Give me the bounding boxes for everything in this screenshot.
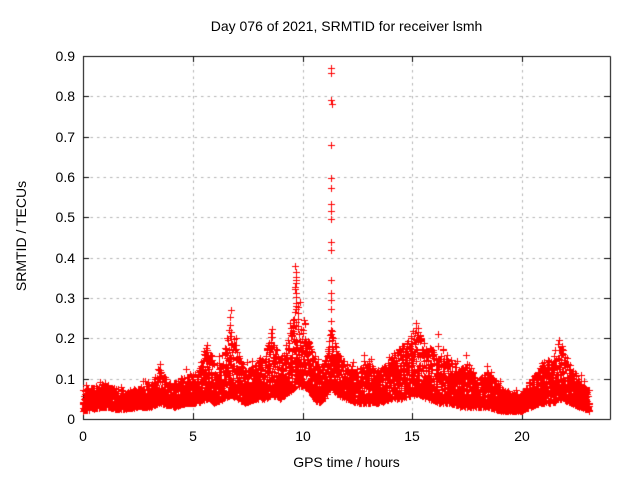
y-tick-label: 0.7	[55, 129, 75, 145]
x-tick-label: 10	[295, 428, 311, 444]
y-tick-label: 0.9	[55, 48, 75, 64]
y-tick-label: 0.3	[55, 290, 75, 306]
x-tick-label: 15	[404, 428, 420, 444]
y-tick-label: 0.1	[55, 371, 75, 387]
y-tick-label: 0.4	[55, 250, 75, 266]
chart-title: Day 076 of 2021, SRMTID for receiver lsm…	[210, 18, 483, 34]
x-tick-label: 0	[79, 428, 87, 444]
y-tick-label: 0	[67, 411, 75, 427]
y-tick-label: 0.5	[55, 209, 75, 225]
x-axis-label: GPS time / hours	[293, 454, 400, 470]
x-tick-label: 5	[189, 428, 197, 444]
x-tick-label: 20	[514, 428, 530, 444]
y-axis-label: SRMTID / TECUs	[13, 180, 29, 292]
y-tick-label: 0.2	[55, 330, 75, 346]
y-tick-label: 0.8	[55, 88, 75, 104]
y-tick-label: 0.6	[55, 169, 75, 185]
